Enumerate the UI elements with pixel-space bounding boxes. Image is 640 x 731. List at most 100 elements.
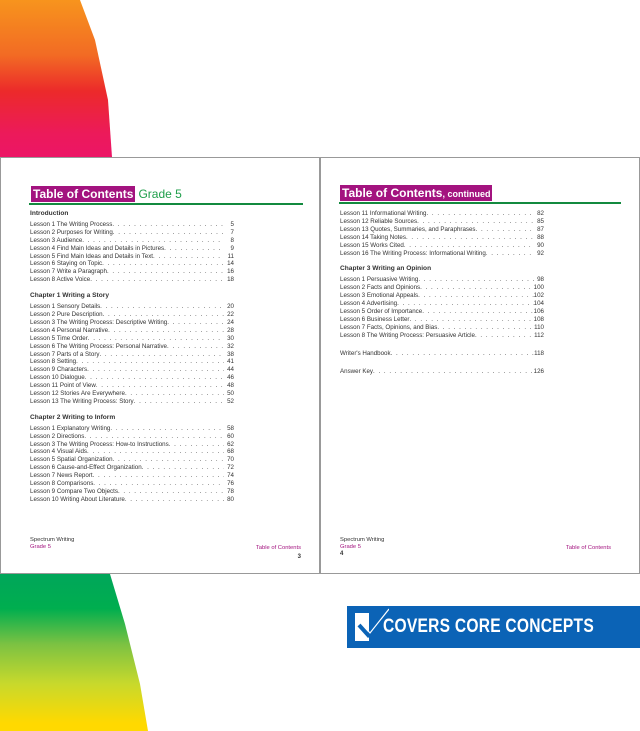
dot-leader: [164, 245, 224, 253]
entry-page: 78: [227, 488, 234, 495]
page-title: Table of Contents Grade 5: [31, 186, 182, 202]
dot-leader: [417, 218, 534, 226]
entry-page: 70: [227, 456, 234, 464]
entry-page: 7: [230, 228, 234, 236]
dot-leader: [107, 268, 224, 276]
dot-leader: [110, 425, 224, 433]
toc-entry: Writer's Handbook 118: [340, 350, 544, 358]
toc-entry: Lesson 12 Reliable Sources 85: [340, 218, 544, 226]
entry-page: 16: [227, 268, 234, 276]
entry-label: Lesson 14 Taking Notes: [340, 233, 406, 241]
spacer: [30, 406, 234, 412]
dot-leader: [87, 366, 224, 374]
entry-label: Lesson 4 Personal Narrative: [30, 326, 109, 334]
toc-entry: Lesson 5 Order of Importance 106: [340, 308, 544, 316]
entry-label: Lesson 1 Persuasive Writing: [340, 276, 419, 284]
entry-page: 82: [537, 210, 544, 217]
dot-leader: [418, 292, 534, 300]
toc-entry: Lesson 1 Sensory Details 20: [30, 303, 234, 311]
entry-page: 44: [227, 366, 234, 374]
entry-label: Lesson 3 The Writing Process: How-to Ins…: [30, 440, 169, 448]
toc-entry: Lesson 7 Parts of a Story 38: [30, 351, 234, 359]
entry-label: Lesson 5 Spatial Organization: [30, 456, 113, 464]
dot-leader: [100, 303, 224, 311]
continued-label: , continued: [442, 189, 491, 199]
entry-page: 28: [227, 326, 234, 334]
toc-entry: Lesson 8 Active Voice 18: [30, 276, 234, 284]
toc-entry: Lesson 13 Quotes, Summaries, and Paraphr…: [340, 226, 544, 234]
entry-label: Lesson 1 The Writing Process: [30, 220, 113, 228]
entry-page: 110: [534, 323, 544, 331]
covers-core-concepts-banner: COVERS CORE CONCEPTS: [347, 606, 640, 648]
dot-leader: [134, 398, 224, 406]
entry-label: Lesson 6 Staying on Topic: [30, 260, 103, 268]
entry-label: Lesson 7 News Report: [30, 472, 93, 480]
entry-page: 58: [227, 424, 234, 432]
entry-page: 100: [533, 284, 544, 292]
toc-entry: Lesson 10 Dialogue 46: [30, 374, 234, 382]
dot-leader: [118, 488, 224, 496]
dot-leader: [90, 276, 224, 284]
entry-page: 87: [537, 225, 544, 233]
entry-page: 52: [227, 397, 234, 405]
toc-entry: Lesson 7 News Report 74: [30, 472, 234, 480]
section-heading: Chapter 3 Writing an Opinion: [340, 265, 432, 273]
toc-entry: Lesson 1 Persuasive Writing 98: [340, 276, 544, 284]
entry-label: Lesson 2 Facts and Opinions: [340, 284, 421, 292]
toc-entry: Lesson 13 The Writing Process: Story 52: [30, 398, 234, 406]
footer-grade: Grade 5: [340, 544, 361, 550]
page-number: 4: [340, 551, 344, 557]
footer-book: Spectrum Writing: [340, 537, 385, 543]
entry-page: 76: [227, 480, 234, 488]
dot-leader: [167, 319, 224, 327]
entry-page: 88: [537, 233, 544, 241]
entry-label: Lesson 6 Cause-and-Effect Organization: [30, 464, 142, 472]
right-page: Table of Contents, continued Lesson 11 I…: [320, 157, 640, 574]
entry-page: 108: [533, 315, 544, 323]
dot-leader: [409, 316, 533, 324]
toc-entry: Lesson 3 The Writing Process: How-to Ins…: [30, 441, 234, 449]
entry-page: 46: [227, 374, 234, 382]
entry-label: Lesson 2 Pure Description: [30, 310, 103, 318]
entry-label: Lesson 8 Active Voice: [30, 276, 91, 284]
entry-page: 8: [230, 236, 234, 244]
footer-book: Spectrum Writing: [30, 537, 75, 543]
dot-leader: [391, 350, 534, 358]
entry-label: Lesson 13 The Writing Process: Story: [30, 397, 134, 405]
entry-label: Lesson 4 Visual Aids: [30, 448, 87, 456]
entry-label: Answer Key: [340, 367, 374, 375]
dot-leader: [88, 335, 224, 343]
toc-entry: Lesson 3 The Writing Process: Descriptiv…: [30, 319, 234, 327]
entry-label: Lesson 11 Point of View: [30, 382, 96, 390]
entry-page: 74: [227, 472, 234, 480]
entry-label: Lesson 8 The Writing Process: Persuasive…: [340, 331, 475, 339]
entry-label: Lesson 2 Purposes for Writing: [30, 228, 113, 236]
entry-page: 80: [227, 495, 234, 503]
entry-label: Lesson 12 Reliable Sources: [340, 217, 418, 225]
dot-leader: [76, 358, 224, 366]
dot-leader: [476, 226, 534, 234]
entry-page: 24: [227, 318, 234, 326]
spacer: [340, 340, 544, 350]
entry-label: Lesson 3 Audience: [30, 236, 83, 244]
dot-leader: [426, 210, 534, 218]
dot-leader: [84, 433, 224, 441]
entry-label: Lesson 3 Emotional Appeals: [340, 292, 419, 300]
dot-leader: [437, 324, 534, 332]
toc-list: Lesson 11 Informational Writing82Lesson …: [340, 210, 544, 375]
entry-label: Lesson 9 Compare Two Objects: [30, 488, 118, 495]
footer-left: Spectrum Writing Grade 5 4: [340, 537, 384, 558]
dot-leader: [99, 351, 224, 359]
dot-leader: [82, 237, 224, 245]
toc-entry: Lesson 8 Comparisons 76: [30, 480, 234, 488]
toc-entry: Lesson 2 Pure Description 22: [30, 311, 234, 319]
toc-entry: Lesson 4 Personal Narrative 28: [30, 327, 234, 335]
title-label: Table of Contents: [31, 186, 136, 202]
dot-leader: [102, 260, 224, 268]
toc-entry: Lesson 4 Find Main Ideas and Details in …: [30, 245, 234, 253]
toc-entry: Lesson 9 Characters 44: [30, 366, 234, 374]
toc-entry: Lesson 8 The Writing Process: Persuasive…: [340, 332, 544, 340]
dot-leader: [486, 250, 534, 258]
entry-page: 32: [227, 342, 234, 350]
entry-page: 112: [534, 331, 544, 339]
